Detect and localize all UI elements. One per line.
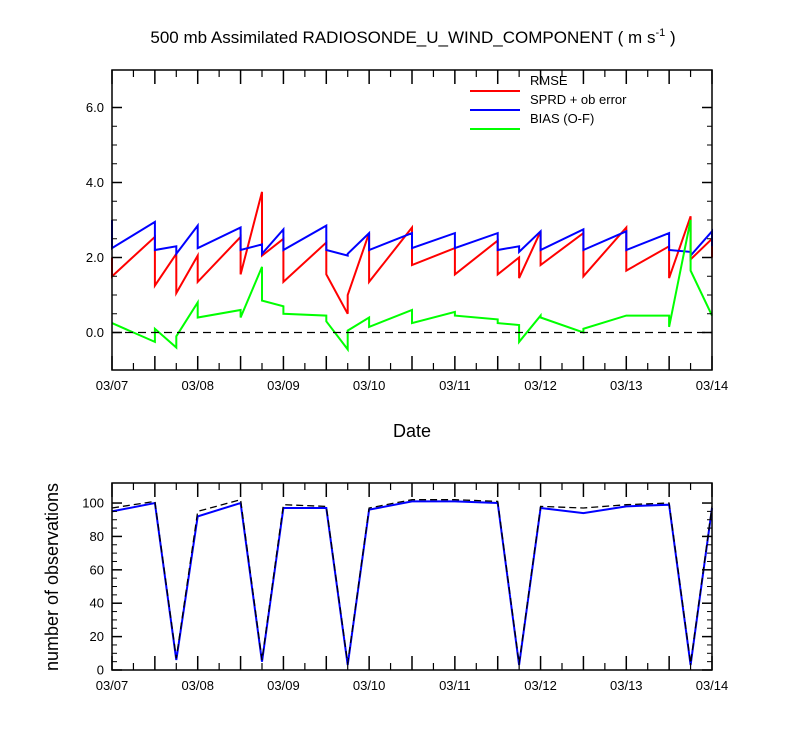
top-x-tick-label: 03/08 bbox=[181, 378, 214, 393]
top-axes-group: 03/07 03/08 03/09 03/10 03/11 03/12 03/13 03/14… bbox=[86, 69, 729, 393]
top-x-tick-label: 03/09 bbox=[267, 378, 300, 393]
chart-title-unit-exponent: -1 bbox=[655, 27, 665, 39]
chart-title-main: 500 mb Assimilated RADIOSONDE_U_WIND_COM… bbox=[150, 28, 655, 47]
top-legend-label-2: BIAS (O-F) bbox=[530, 111, 594, 126]
bottom-series-line-0 bbox=[111, 500, 713, 666]
top-y-tick-label: 4.0 bbox=[86, 175, 104, 190]
bottom-axes-group: 03/07 03/08 03/09 03/10 03/11 03/12 03/13 03/14… bbox=[82, 482, 729, 693]
bottom-x-tick-label: 03/12 bbox=[524, 678, 557, 693]
top-x-tick-label: 03/11 bbox=[439, 378, 471, 393]
bottom-y-tick-label: 20 bbox=[90, 629, 104, 644]
bottom-x-tick-label: 03/13 bbox=[610, 678, 643, 693]
top-legend-label-0: RMSE bbox=[530, 73, 568, 88]
top-x-tick-label: 03/12 bbox=[524, 378, 557, 393]
bottom-series-line-1 bbox=[111, 498, 713, 664]
top-series-line-0 bbox=[111, 191, 713, 315]
top-x-tick-label: 03/13 bbox=[610, 378, 643, 393]
bottom-y-tick-label: 80 bbox=[90, 529, 104, 544]
top-y-tick-label: 0.0 bbox=[86, 325, 104, 340]
bottom-series-group bbox=[111, 498, 713, 666]
bottom-y-tick-label: 60 bbox=[90, 562, 104, 577]
bottom-x-tick-label: 03/07 bbox=[96, 678, 129, 693]
top-legend-label-1: SPRD + ob error bbox=[530, 92, 627, 107]
top-x-tick-label: 03/07 bbox=[96, 378, 129, 393]
bottom-x-tick-label: 03/14 bbox=[696, 678, 729, 693]
bottom-chart: 03/07 03/08 03/09 03/10 03/11 03/12 03/13 03/14… bbox=[82, 482, 729, 693]
bottom-y-tick-label: 100 bbox=[82, 496, 104, 511]
top-x-axis-label: Date bbox=[393, 421, 431, 441]
top-series-group bbox=[111, 191, 713, 353]
bottom-x-tick-label: 03/09 bbox=[267, 678, 300, 693]
bottom-x-tick-label: 03/08 bbox=[181, 678, 214, 693]
top-x-tick-label: 03/10 bbox=[353, 378, 386, 393]
chart-title: 500 mb Assimilated RADIOSONDE_U_WIND_COM… bbox=[150, 27, 675, 47]
bottom-y-tick-label: 40 bbox=[90, 596, 104, 611]
chart-title-tail: ) bbox=[665, 28, 675, 47]
bottom-x-tick-label: 03/10 bbox=[353, 678, 386, 693]
top-series-line-1 bbox=[111, 220, 713, 259]
bottom-x-tick-label: 03/11 bbox=[439, 678, 471, 693]
top-y-tick-label: 2.0 bbox=[86, 250, 104, 265]
top-x-tick-label: 03/14 bbox=[696, 378, 729, 393]
bottom-y-axis-label: number of observations bbox=[42, 483, 62, 671]
bottom-plot-frame bbox=[111, 482, 713, 671]
top-chart: 03/07 03/08 03/09 03/10 03/11 03/12 03/13 03/14… bbox=[86, 69, 729, 393]
bottom-y-tick-label: 0 bbox=[97, 663, 104, 678]
top-legend: RMSE SPRD + ob error BIAS (O-F) bbox=[470, 73, 627, 130]
top-plot-frame bbox=[111, 69, 713, 371]
top-y-tick-label: 6.0 bbox=[86, 100, 104, 115]
top-series-line-2 bbox=[111, 219, 713, 353]
